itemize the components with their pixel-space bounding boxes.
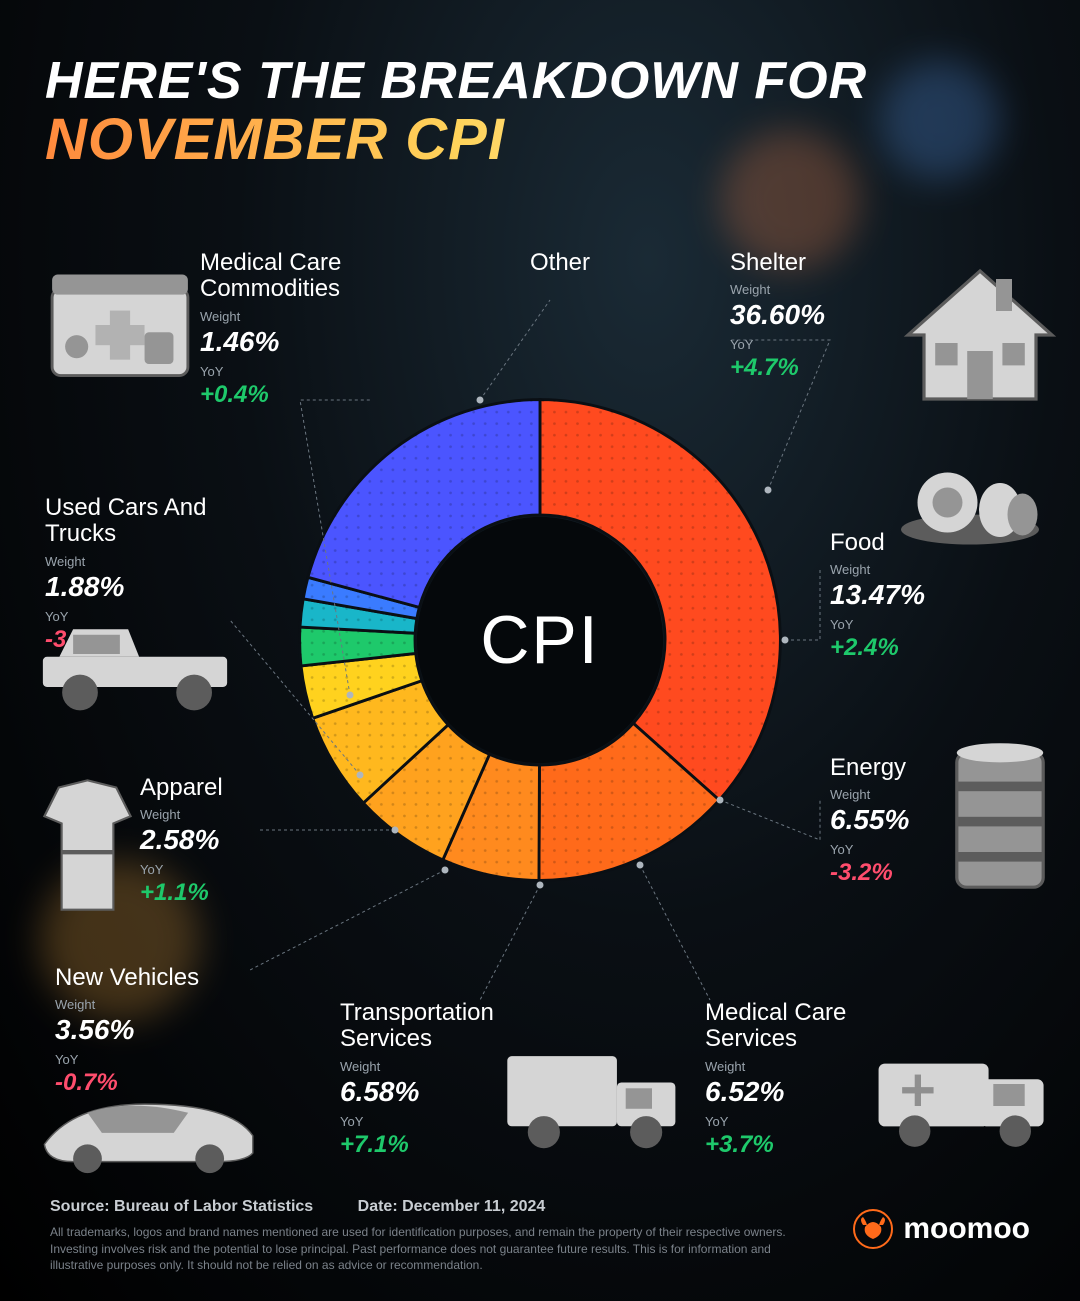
category-name: Medical CareCommodities [200,250,341,303]
ambulance-icon [870,1040,1060,1150]
yoy-value: +0.4% [200,381,341,409]
yoy-value: +2.4% [830,634,925,662]
yoy-value: -3.2% [830,859,909,887]
yoy-value: +1.1% [140,879,223,907]
weight-label: Weight [200,309,341,324]
weight-label: Weight [340,1059,494,1074]
weight-label: Weight [830,562,925,577]
yoy-label: YoY [705,1114,846,1129]
weight-label: Weight [45,554,206,569]
category-name: Apparel [140,775,223,801]
category-apparel: Apparel Weight 2.58% YoY +1.1% [140,775,223,907]
category-name: New Vehicles [55,965,199,991]
yoy-value: +4.7% [730,354,825,382]
weight-value: 36.60% [730,299,825,331]
title-line-2: NOVEMBER CPI [45,111,867,169]
weight-value: 6.52% [705,1076,846,1108]
cpi-donut-chart: CPI [290,390,790,890]
page-title: HERE'S THE BREAKDOWN FOR NOVEMBER CPI [45,55,867,169]
yoy-label: YoY [830,617,925,632]
weight-label: Weight [730,282,825,297]
truck-icon [500,1040,690,1160]
brand-text: moomoo [903,1212,1030,1246]
category-name: Energy [830,755,909,781]
category-energy: Energy Weight 6.55% YoY -3.2% [830,755,909,887]
weight-label: Weight [140,807,223,822]
weight-value: 3.56% [55,1014,199,1046]
leader-other [480,300,550,400]
weight-value: 6.58% [340,1076,494,1108]
medkit-icon [40,260,200,390]
pickup-icon [30,610,240,720]
weight-label: Weight [830,787,909,802]
category-other: Other [530,250,590,276]
category-name: Other [530,250,590,276]
category-transport_svc: TransportationServices Weight 6.58% YoY +7.1… [340,1000,494,1159]
weight-value: 1.46% [200,326,341,358]
category-shelter: Shelter Weight 36.60% YoY +4.7% [730,250,825,382]
bull-icon [853,1209,893,1249]
leader-transport_svc [480,885,540,1000]
yoy-value: +7.1% [340,1131,494,1159]
yoy-label: YoY [55,1052,199,1067]
weight-label: Weight [705,1059,846,1074]
category-medical_comm: Medical CareCommodities Weight 1.46% YoY +0.… [200,250,341,409]
category-name: Shelter [730,250,825,276]
yoy-label: YoY [140,862,223,877]
weight-label: Weight [55,997,199,1012]
house-icon [900,260,1060,410]
leader-food [785,570,820,640]
weight-value: 13.47% [830,579,925,611]
barrel-icon [940,740,1060,900]
car-icon [30,1085,260,1175]
weight-value: 6.55% [830,804,909,836]
yoy-value: +3.7% [705,1131,846,1159]
date-line: Date: December 11, 2024 [358,1198,546,1215]
food-icon [895,440,1045,550]
yoy-label: YoY [730,337,825,352]
category-name: Used Cars AndTrucks [45,495,206,548]
category-medical_svc: Medical CareServices Weight 6.52% YoY +3.7% [705,1000,846,1159]
yoy-label: YoY [340,1114,494,1129]
category-new_vehicles: New VehiclesWeight3.56%YoY-0.7% [55,965,199,1097]
yoy-label: YoY [200,364,341,379]
title-line-1: HERE'S THE BREAKDOWN FOR [45,55,867,107]
weight-value: 2.58% [140,824,223,856]
weight-value: 1.88% [45,571,206,603]
brand-logo: moomoo [853,1209,1030,1249]
source-line: Source: Bureau of Labor Statistics [50,1198,318,1215]
disclaimer: All trademarks, logos and brand names me… [50,1224,810,1273]
jacket-icon [30,770,145,920]
category-name: TransportationServices [340,1000,494,1053]
category-name: Medical CareServices [705,1000,846,1053]
yoy-label: YoY [830,842,909,857]
